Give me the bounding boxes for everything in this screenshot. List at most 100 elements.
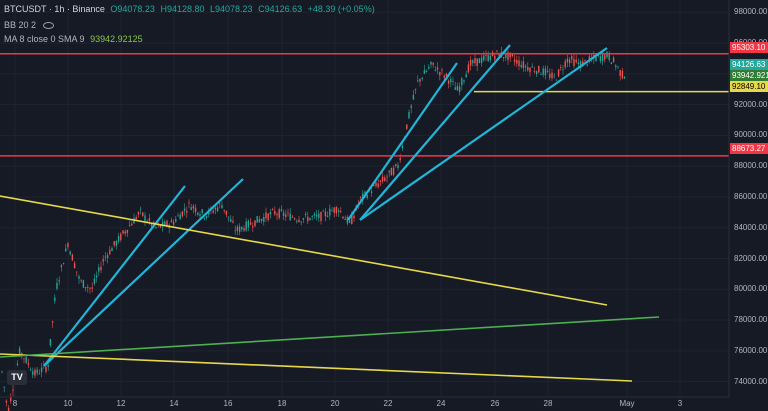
candle-body <box>480 57 483 63</box>
x-tick-label: May <box>619 399 635 408</box>
candle-body <box>540 73 542 75</box>
candle-body <box>71 254 74 261</box>
candle-body <box>511 54 514 57</box>
x-tick-label: 16 <box>223 399 233 408</box>
candle-body <box>256 216 258 223</box>
candle-body <box>419 78 421 82</box>
candle-body <box>287 212 289 214</box>
candle-body <box>353 215 355 219</box>
y-tick-label: 84000.00 <box>734 222 768 232</box>
x-tick-label: 12 <box>116 399 126 408</box>
y-tick-label: 98000.00 <box>734 7 768 17</box>
candle-body <box>621 70 624 79</box>
candle-body <box>472 60 474 64</box>
candle-body <box>309 217 311 221</box>
candle-body <box>120 233 122 240</box>
candle-body <box>535 71 538 75</box>
candle-body <box>291 216 294 218</box>
x-tick-label: 10 <box>63 399 73 408</box>
candle-body <box>588 56 591 60</box>
candle-body <box>89 287 91 289</box>
candle-body <box>551 72 553 79</box>
indicator-ma[interactable]: MA 8 close 0 SMA 9 93942.92125 <box>4 34 146 44</box>
candle-body <box>467 64 470 73</box>
candle-body <box>137 212 140 215</box>
candle-body <box>562 69 564 70</box>
price-change: +48.39 (+0.05%) <box>307 4 375 14</box>
candle-body <box>179 214 181 220</box>
candle-body <box>485 55 487 57</box>
candle-body <box>615 65 617 68</box>
candle-body <box>494 55 496 60</box>
candle-body <box>175 219 177 222</box>
tradingview-logo[interactable]: TV <box>7 370 27 385</box>
candle-body <box>115 241 118 246</box>
candle-body <box>243 228 245 231</box>
y-tick-label: 74000.00 <box>734 376 768 386</box>
candle-body <box>117 236 120 242</box>
candle-body <box>32 371 34 375</box>
candle-body <box>522 61 525 68</box>
candle-body <box>478 58 481 64</box>
candle-body <box>430 61 432 65</box>
candle-body <box>249 222 252 225</box>
y-tick-label: 90000.00 <box>734 130 768 140</box>
candle-body <box>296 220 298 222</box>
yellow-trendline-upper <box>0 195 608 306</box>
blue-trendline <box>359 44 511 221</box>
x-tick-label: 28 <box>543 399 553 408</box>
trend-lines <box>0 44 660 382</box>
indicator-bb[interactable]: BB 20 2 <box>4 20 57 30</box>
candle-body <box>313 213 316 216</box>
candle-body <box>106 255 109 259</box>
candle-body <box>595 56 597 62</box>
candle-body <box>507 52 509 61</box>
candle-body <box>575 59 577 63</box>
candle-body <box>82 280 85 288</box>
candle-body <box>126 230 129 233</box>
candle-body <box>190 207 192 210</box>
candle-body <box>252 226 254 228</box>
x-tick-label: 26 <box>490 399 500 408</box>
candle-body <box>568 59 571 63</box>
candle-body <box>258 219 261 223</box>
candle-body <box>560 67 562 69</box>
candle-body <box>265 212 267 219</box>
candle-body <box>194 207 197 212</box>
candle-body <box>298 219 300 222</box>
candle-body <box>122 230 124 234</box>
candle-body <box>344 218 346 221</box>
candle-body <box>311 216 313 217</box>
candle-body <box>410 105 412 108</box>
candle-body <box>441 69 443 71</box>
green-trendline <box>0 316 660 358</box>
candle-body <box>142 212 144 217</box>
chart-grid <box>0 0 729 397</box>
candle-body <box>340 211 342 212</box>
candle-body <box>285 214 287 217</box>
candle-body <box>487 55 489 62</box>
candle-body <box>443 75 445 78</box>
eye-icon[interactable] <box>43 22 55 30</box>
candle-body <box>390 168 393 176</box>
candle-body <box>144 215 146 221</box>
candle-body <box>269 212 272 215</box>
candle-body <box>139 208 142 210</box>
candle-body <box>461 78 463 86</box>
candle-body <box>1 371 3 373</box>
candle-body <box>166 220 168 226</box>
candle-body <box>181 211 184 217</box>
candle-body <box>538 66 540 73</box>
candle-body <box>318 213 320 219</box>
x-tick-label: 22 <box>383 399 393 408</box>
candle-body <box>80 280 82 282</box>
symbol-title[interactable]: BTCUSDT · 1h · Binance <box>4 4 105 14</box>
candle-body <box>95 275 98 278</box>
candle-body <box>549 73 551 78</box>
candle-body <box>395 164 397 166</box>
candle-body <box>322 210 324 212</box>
candle-body <box>329 208 331 216</box>
y-tick-label: 92000.00 <box>734 99 768 109</box>
y-tick-label: 86000.00 <box>734 191 768 201</box>
